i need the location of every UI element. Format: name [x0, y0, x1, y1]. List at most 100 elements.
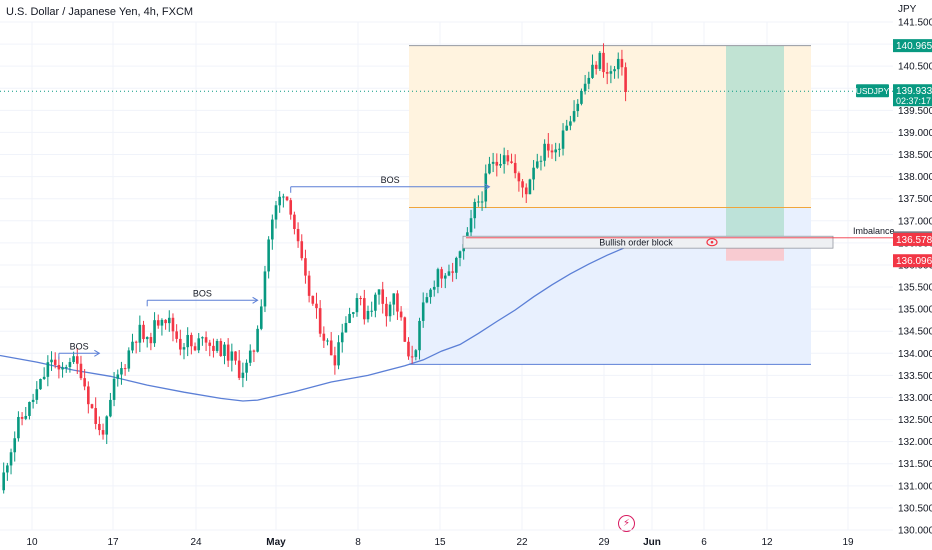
candle [61, 367, 64, 370]
candle [127, 350, 131, 369]
candle [594, 64, 598, 69]
candle [337, 342, 340, 366]
candle [204, 337, 208, 343]
x-tick-label: 29 [598, 537, 610, 548]
candle [370, 310, 373, 312]
candle [396, 293, 399, 312]
candle [105, 416, 109, 435]
candle [179, 338, 182, 350]
lightning-icon[interactable]: ⚡ [618, 515, 635, 532]
candle [87, 386, 90, 405]
y-tick-label: 134.000 [898, 349, 932, 360]
y-tick-label: 133.500 [898, 371, 932, 382]
candle [363, 298, 366, 320]
candle [407, 341, 410, 357]
order-block-box[interactable] [462, 235, 834, 249]
candle [502, 155, 506, 165]
candle [120, 368, 123, 375]
symbol-tag [856, 84, 889, 98]
candle [565, 125, 569, 131]
bos-label: BOS [70, 341, 89, 351]
candle [318, 308, 322, 334]
candle [547, 143, 550, 151]
x-tick-label: May [266, 537, 286, 548]
candle [440, 269, 443, 279]
candle [425, 297, 429, 303]
eye-icon[interactable] [706, 238, 718, 247]
y-tick-label: 135.500 [898, 283, 932, 294]
candle [68, 362, 72, 368]
candle [248, 350, 252, 363]
candle [366, 310, 370, 320]
candle [602, 52, 605, 73]
candle [13, 438, 17, 453]
y-tick-label: 132.500 [898, 415, 932, 426]
candle [499, 164, 502, 166]
y-tick-label: 130.000 [898, 526, 932, 537]
candle [197, 338, 201, 351]
price-tag-value: 140.965 [896, 41, 932, 52]
candle [598, 52, 602, 69]
candle [414, 350, 418, 357]
candle [491, 161, 495, 164]
chart-title: U.S. Dollar / Japanese Yen, 4h, FXCM [6, 6, 194, 18]
candle [50, 359, 53, 363]
candle [326, 340, 329, 342]
y-tick-label: 139.000 [898, 128, 932, 139]
candle [31, 399, 35, 402]
eye-icon-pupil [710, 240, 714, 244]
candle [256, 328, 259, 352]
candle [271, 219, 274, 240]
moving-average-line [0, 246, 626, 402]
x-tick-label: 24 [190, 537, 202, 548]
candle [480, 201, 484, 203]
candle [171, 317, 175, 332]
candle [156, 320, 160, 326]
candle [153, 320, 156, 344]
y-tick-label: 132.000 [898, 437, 932, 448]
candle [190, 334, 193, 347]
bos-arrow [252, 296, 259, 304]
candle [554, 149, 557, 153]
candle [145, 337, 149, 340]
x-tick-label: 12 [761, 537, 773, 548]
candle [6, 465, 9, 473]
candle [605, 72, 609, 74]
candle [377, 289, 381, 295]
price-tag-value: 136.096 [896, 256, 932, 267]
candle [182, 347, 186, 350]
candle [167, 317, 171, 324]
candle [569, 121, 572, 126]
candle [164, 319, 167, 324]
candle [75, 356, 79, 364]
y-tick-label: 141.500 [898, 18, 932, 29]
candle [616, 58, 620, 70]
bos-arrow [484, 183, 491, 191]
candle [580, 90, 583, 104]
candle [72, 356, 75, 363]
candle [193, 346, 197, 351]
candle [429, 289, 432, 298]
candle [201, 337, 204, 339]
candle [340, 332, 344, 343]
candle [432, 286, 436, 290]
candle [175, 331, 178, 339]
candle [123, 368, 127, 370]
candle [539, 160, 543, 162]
candle [94, 408, 97, 424]
candle [410, 356, 414, 358]
candle [278, 196, 281, 206]
candle [524, 187, 528, 195]
candle [101, 430, 105, 435]
candle [64, 367, 68, 369]
candle [2, 472, 5, 491]
candle [572, 111, 576, 122]
bos-label: BOS [193, 288, 212, 298]
candle [351, 312, 355, 314]
symbol-label: USDJPY [856, 86, 890, 96]
candle [53, 359, 57, 365]
candle [226, 344, 230, 361]
candle [609, 71, 613, 74]
candle [112, 378, 116, 400]
